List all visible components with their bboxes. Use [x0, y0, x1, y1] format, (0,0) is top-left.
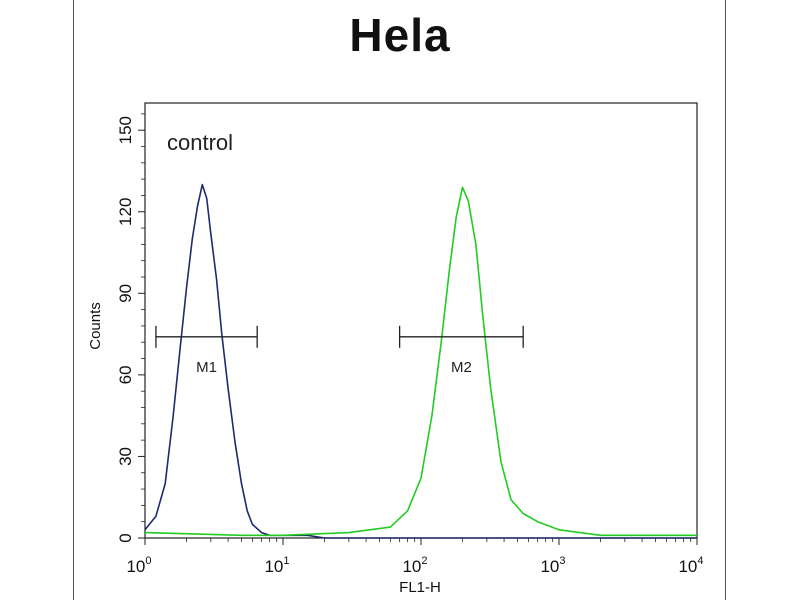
marker-label: M2 — [451, 359, 472, 376]
histogram-series-1 — [144, 183, 697, 539]
figure-frame — [73, 0, 726, 600]
x-tick-label: 104 — [678, 555, 703, 576]
histogram-series-2 — [144, 186, 697, 537]
y-tick-label: 60 — [116, 365, 135, 384]
x-tick-label: 103 — [540, 555, 565, 576]
chart-title: Hela — [349, 9, 451, 61]
plot-area-border — [144, 102, 698, 539]
y-tick-label: 90 — [116, 284, 135, 303]
y-tick-label: 150 — [116, 116, 135, 144]
y-axis-label: Counts — [87, 302, 104, 350]
x-axis-label: FL1-H — [399, 579, 441, 596]
y-tick-label: 120 — [116, 198, 135, 226]
x-tick-label: 101 — [264, 555, 289, 576]
control-annotation: control — [167, 130, 233, 155]
marker-label: M1 — [196, 359, 217, 376]
y-tick-label: 0 — [116, 533, 135, 542]
x-tick-label: 100 — [126, 555, 151, 576]
y-tick-label: 30 — [116, 447, 135, 466]
x-tick-label: 102 — [402, 555, 427, 576]
